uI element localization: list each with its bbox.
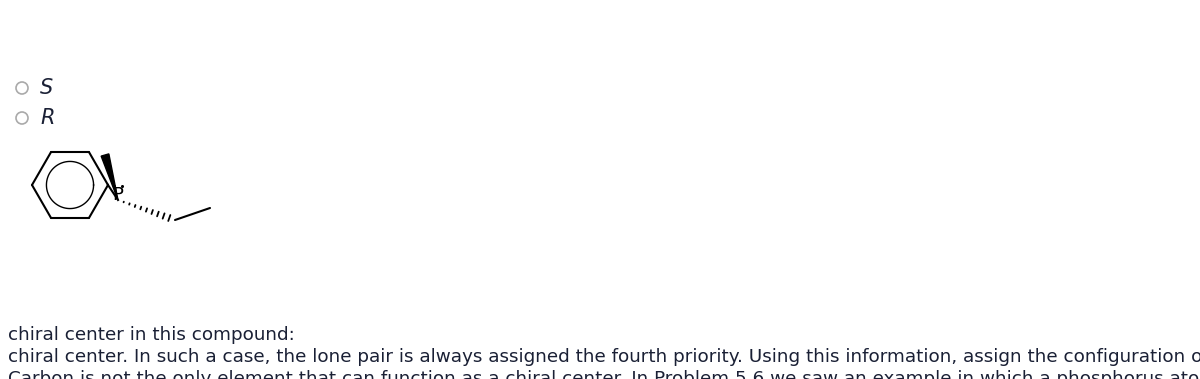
Text: S: S xyxy=(40,78,53,98)
Text: chiral center in this compound:: chiral center in this compound: xyxy=(8,326,295,344)
Text: Carbon is not the only element that can function as a chiral center. In Problem : Carbon is not the only element that can … xyxy=(8,370,1200,379)
Polygon shape xyxy=(101,154,118,200)
Text: P: P xyxy=(113,186,124,204)
Text: R: R xyxy=(40,108,54,128)
Text: chiral center. In such a case, the lone pair is always assigned the fourth prior: chiral center. In such a case, the lone … xyxy=(8,348,1200,366)
